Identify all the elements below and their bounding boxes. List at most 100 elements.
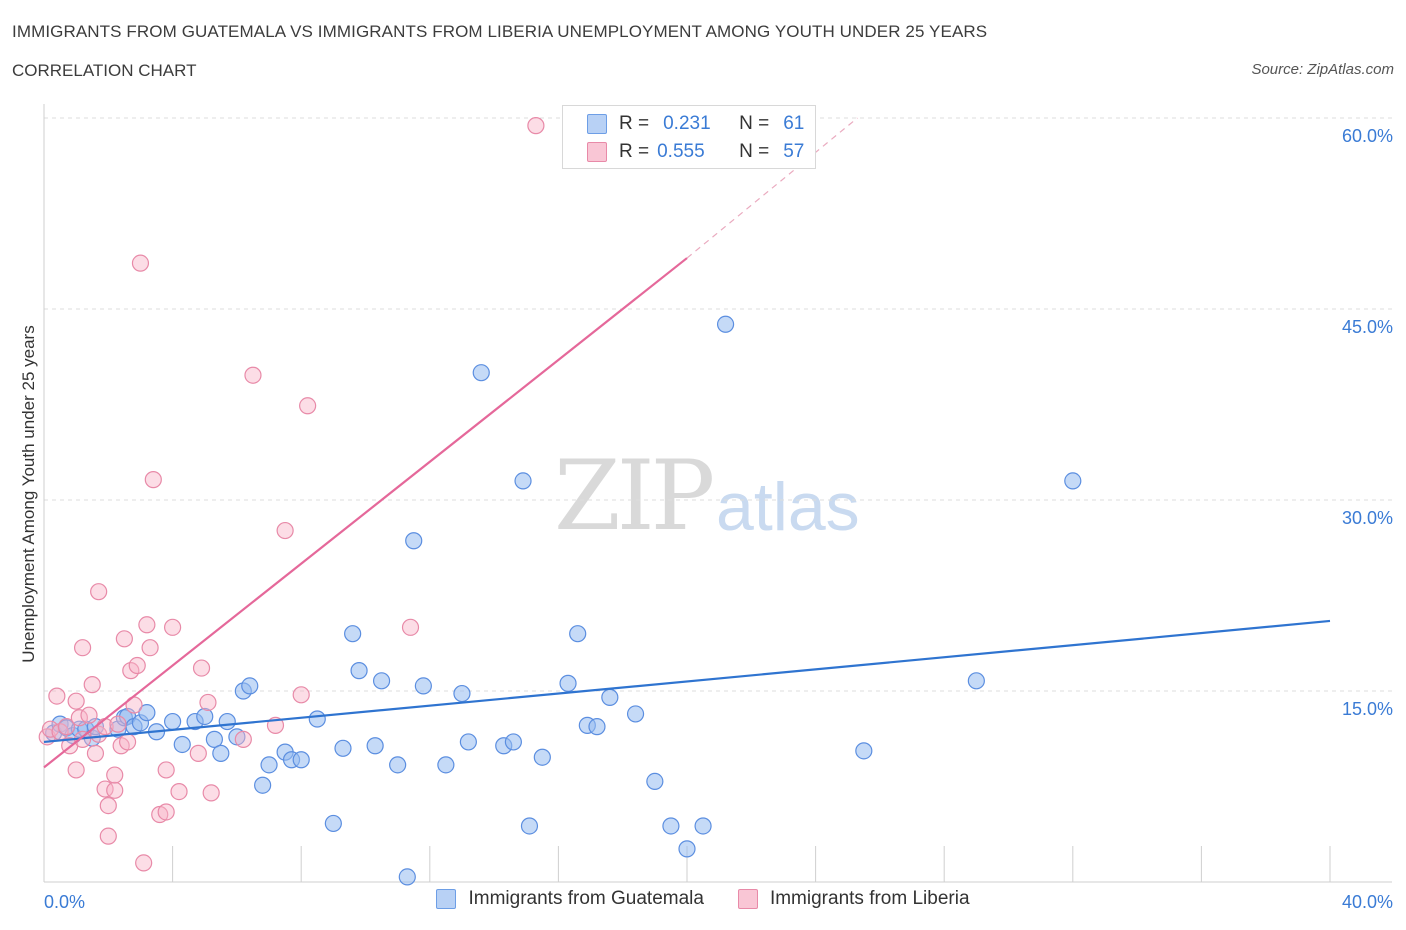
guatemala-point <box>138 704 156 722</box>
guatemala-point <box>212 744 230 762</box>
legend-row-guatemala: R = 0.231 N = 61 <box>587 112 804 136</box>
liberia-point <box>276 521 294 540</box>
guatemala-point <box>459 733 477 751</box>
liberia-point <box>192 659 211 677</box>
liberia-point <box>164 618 182 636</box>
guatemala-point <box>1064 472 1082 490</box>
liberia-point <box>189 744 207 762</box>
guatemala-point <box>678 840 696 858</box>
liberia-point <box>138 616 156 634</box>
liberia-point <box>170 782 188 801</box>
legend-r-label: R = <box>619 141 650 162</box>
legend-n-value: 57 <box>783 141 805 162</box>
legend-label-guatemala: Immigrants from Guatemala <box>468 888 704 909</box>
guatemala-point <box>260 756 278 774</box>
liberia-point <box>80 706 98 724</box>
liberia-trend-extension <box>686 117 858 259</box>
guatemala-point <box>372 672 391 690</box>
y-tick-label: 15.0% <box>1342 699 1393 719</box>
legend-swatch-liberia <box>587 142 607 162</box>
guatemala-point <box>254 776 272 794</box>
legend-r-value: 0.555 <box>657 141 705 162</box>
x-tick-label-max: 40.0% <box>1342 892 1393 912</box>
liberia-point <box>70 709 88 727</box>
guatemala-point <box>414 677 432 695</box>
guatemala-trend-line <box>43 619 1331 744</box>
guatemala-point <box>967 672 985 690</box>
liberia-point <box>73 639 92 657</box>
guatemala-point <box>601 688 619 706</box>
guatemala-point <box>324 814 342 833</box>
series-legend: Immigrants from Guatemala Immigrants fro… <box>0 888 1406 910</box>
legend-n-label: N = <box>739 113 770 134</box>
guatemala-point <box>716 315 735 333</box>
liberia-point <box>106 781 124 799</box>
guatemala-point <box>533 748 551 766</box>
guatemala-point <box>334 739 352 757</box>
watermark-zip: ZIP <box>554 440 715 552</box>
guatemala-point <box>437 756 455 774</box>
liberia-point <box>106 766 124 784</box>
legend-n-label: N = <box>739 141 770 162</box>
liberia-point <box>83 676 101 694</box>
liberia-point <box>157 803 175 821</box>
grid-lines <box>44 117 1392 692</box>
guatemala-point <box>694 817 712 835</box>
guatemala-point <box>559 674 577 692</box>
liberia-point <box>144 471 162 489</box>
legend-label-liberia: Immigrants from Liberia <box>769 888 970 909</box>
guatemala-point <box>292 751 310 769</box>
axes <box>43 104 1392 883</box>
trend-lines <box>43 117 1331 769</box>
guatemala-point <box>241 677 259 695</box>
guatemala-point <box>164 712 182 731</box>
liberia-point <box>67 692 85 710</box>
liberia-points <box>38 117 545 872</box>
guatemala-point <box>453 684 471 703</box>
guatemala-point <box>350 662 368 680</box>
guatemala-point <box>569 625 587 643</box>
liberia-point <box>57 718 76 736</box>
tick-labels: 15.0% 30.0% 45.0% 60.0% 0.0% 40.0% <box>44 126 1393 912</box>
liberia-point <box>157 761 175 779</box>
guatemala-point <box>588 718 606 736</box>
liberia-point <box>109 715 127 733</box>
liberia-point <box>115 630 133 648</box>
guatemala-point <box>205 730 223 748</box>
liberia-point <box>234 730 252 748</box>
guatemala-point <box>855 742 873 760</box>
guatemala-points <box>45 315 1082 886</box>
legend-r-label: R = <box>619 113 650 134</box>
y-tick-label: 45.0% <box>1342 317 1393 337</box>
x-tick-label-min: 0.0% <box>44 892 85 912</box>
liberia-point <box>90 583 108 601</box>
source-label: Source: ZipAtlas.com <box>1251 61 1394 78</box>
guatemala-point <box>344 625 362 643</box>
legend-item-guatemala[interactable]: Immigrants from Guatemala <box>436 888 704 910</box>
correlation-legend: R = 0.231 N = 61 R = 0.555 N = 57 <box>562 105 816 169</box>
guatemala-point <box>308 710 326 728</box>
legend-item-liberia[interactable]: Immigrants from Liberia <box>737 888 970 910</box>
guatemala-point <box>626 705 645 723</box>
liberia-point <box>527 117 545 135</box>
guatemala-point <box>398 868 416 886</box>
liberia-point <box>99 827 117 845</box>
watermark-atlas: atlas <box>716 469 860 545</box>
legend-swatch-guatemala <box>587 114 607 134</box>
guatemala-point <box>646 772 664 791</box>
liberia-point <box>244 366 262 384</box>
liberia-point <box>118 733 137 751</box>
liberia-point <box>299 397 317 415</box>
liberia-point <box>401 618 420 636</box>
liberia-point <box>202 784 220 802</box>
liberia-point <box>67 761 85 779</box>
guatemala-point <box>389 756 407 774</box>
liberia-point <box>135 854 153 872</box>
y-tick-label: 60.0% <box>1342 126 1393 146</box>
liberia-point <box>292 686 310 704</box>
chart-subtitle: CORRELATION CHART <box>12 61 197 80</box>
liberia-point <box>128 656 146 675</box>
liberia-trend-line <box>43 257 688 769</box>
guatemala-point <box>514 472 532 490</box>
